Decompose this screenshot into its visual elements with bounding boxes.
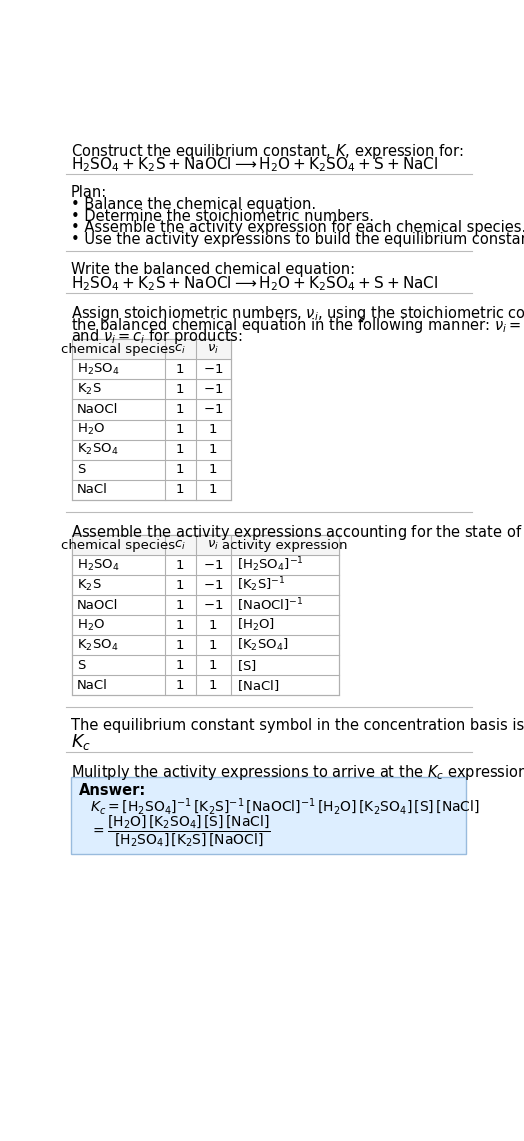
Text: $[\mathrm{K_2SO_4}]$: $[\mathrm{K_2SO_4}]$ [237,637,288,653]
Text: $[\mathrm{H_2O}]$: $[\mathrm{H_2O}]$ [237,617,275,633]
Text: $\nu_i$: $\nu_i$ [207,539,219,551]
Bar [72,535,339,695]
Text: 1: 1 [209,658,217,672]
Text: 1: 1 [176,578,184,591]
Text: $\mathrm{K_2SO_4}$: $\mathrm{K_2SO_4}$ [77,442,118,458]
Text: 1: 1 [176,423,184,436]
Text: activity expression: activity expression [222,539,347,551]
Text: • Assemble the activity expression for each chemical species.: • Assemble the activity expression for e… [71,220,524,235]
Text: $-1$: $-1$ [203,363,223,377]
Text: 1: 1 [176,559,184,572]
Text: $= \dfrac{[\mathrm{H_2O}]\,[\mathrm{K_2SO_4}]\,[\mathrm{S}]\,[\mathrm{NaCl}]}{[\: $= \dfrac{[\mathrm{H_2O}]\,[\mathrm{K_2S… [90,814,271,849]
Text: 1: 1 [176,443,184,456]
Text: $-1$: $-1$ [203,578,223,591]
Text: NaOCl: NaOCl [77,403,118,416]
Text: • Determine the stoichiometric numbers.: • Determine the stoichiometric numbers. [71,209,374,224]
Text: $-1$: $-1$ [203,559,223,572]
Text: $K_c$: $K_c$ [71,733,91,752]
Text: 1: 1 [176,463,184,476]
Bar [72,535,339,555]
Text: 1: 1 [176,383,184,396]
Text: Plan:: Plan: [71,185,107,200]
Text: $\mathrm{H_2SO_4 + K_2S + NaOCl \longrightarrow H_2O + K_2SO_4 + S + NaCl}$: $\mathrm{H_2SO_4 + K_2S + NaOCl \longrig… [71,275,438,293]
Text: $\mathrm{H_2SO_4 + K_2S + NaOCl \longrightarrow H_2O + K_2SO_4 + S + NaCl}$: $\mathrm{H_2SO_4 + K_2S + NaOCl \longrig… [71,155,438,175]
Text: $\mathrm{K_2S}$: $\mathrm{K_2S}$ [77,382,102,397]
Text: chemical species: chemical species [61,343,175,356]
Text: 1: 1 [209,423,217,436]
Text: 1: 1 [209,639,217,652]
Text: $[\mathrm{S}]$: $[\mathrm{S}]$ [237,657,256,672]
Text: $\mathrm{K_2SO_4}$: $\mathrm{K_2SO_4}$ [77,638,118,653]
Text: 1: 1 [209,679,217,691]
Text: the balanced chemical equation in the following manner: $\nu_i = -c_i$ for react: the balanced chemical equation in the fo… [71,316,524,334]
FancyBboxPatch shape [71,777,466,853]
Text: 1: 1 [176,679,184,691]
Text: 1: 1 [209,443,217,456]
Text: $-1$: $-1$ [203,383,223,396]
Text: $-1$: $-1$ [203,599,223,612]
Text: $c_i$: $c_i$ [174,539,186,551]
Text: NaCl: NaCl [77,483,108,496]
Text: $-1$: $-1$ [203,403,223,416]
Text: $\nu_i$: $\nu_i$ [207,343,219,356]
Text: 1: 1 [176,483,184,496]
Text: $\mathrm{H_2SO_4}$: $\mathrm{H_2SO_4}$ [77,362,120,377]
Text: $c_i$: $c_i$ [174,343,186,356]
Text: $[\mathrm{NaCl}]$: $[\mathrm{NaCl}]$ [237,678,279,693]
Text: NaCl: NaCl [77,679,108,691]
Text: • Use the activity expressions to build the equilibrium constant expression.: • Use the activity expressions to build … [71,232,524,246]
Text: 1: 1 [209,483,217,496]
Text: S: S [77,463,85,476]
Text: and $\nu_i = c_i$ for products:: and $\nu_i = c_i$ for products: [71,327,243,346]
Text: $\mathrm{H_2SO_4}$: $\mathrm{H_2SO_4}$ [77,558,120,573]
Text: 1: 1 [176,639,184,652]
Text: $[\mathrm{H_2SO_4}]^{-1}$: $[\mathrm{H_2SO_4}]^{-1}$ [237,556,303,574]
Text: • Balance the chemical equation.: • Balance the chemical equation. [71,197,316,212]
Text: 1: 1 [176,658,184,672]
Text: chemical species: chemical species [61,539,175,551]
Text: NaOCl: NaOCl [77,599,118,612]
Text: Assemble the activity expressions accounting for the state of matter and $\nu_i$: Assemble the activity expressions accoun… [71,523,524,542]
Text: Construct the equilibrium constant, $K$, expression for:: Construct the equilibrium constant, $K$,… [71,143,464,161]
Text: 1: 1 [176,618,184,632]
Text: $[\mathrm{NaOCl}]^{-1}$: $[\mathrm{NaOCl}]^{-1}$ [237,597,303,614]
Bar [72,339,231,359]
Text: 1: 1 [209,618,217,632]
Text: $\mathrm{H_2O}$: $\mathrm{H_2O}$ [77,422,105,437]
Text: The equilibrium constant symbol in the concentration basis is:: The equilibrium constant symbol in the c… [71,719,524,734]
Text: S: S [77,658,85,672]
Text: $\mathrm{H_2O}$: $\mathrm{H_2O}$ [77,617,105,632]
Text: 1: 1 [176,599,184,612]
Text: 1: 1 [176,403,184,416]
Text: Mulitply the activity expressions to arrive at the $K_c$ expression:: Mulitply the activity expressions to arr… [71,763,524,782]
Text: Write the balanced chemical equation:: Write the balanced chemical equation: [71,261,355,276]
Text: Assign stoichiometric numbers, $\nu_i$, using the stoichiometric coefficients, $: Assign stoichiometric numbers, $\nu_i$, … [71,304,524,323]
Text: 1: 1 [176,363,184,377]
Bar [72,339,231,500]
Text: Answer:: Answer: [79,783,146,798]
Text: $[\mathrm{K_2S}]^{-1}$: $[\mathrm{K_2S}]^{-1}$ [237,576,286,594]
Text: $\mathrm{K_2S}$: $\mathrm{K_2S}$ [77,577,102,592]
Text: 1: 1 [209,463,217,476]
Text: $K_c = [\mathrm{H_2SO_4}]^{-1}\,[\mathrm{K_2S}]^{-1}\,[\mathrm{NaOCl}]^{-1}\,[\m: $K_c = [\mathrm{H_2SO_4}]^{-1}\,[\mathrm… [90,796,480,817]
